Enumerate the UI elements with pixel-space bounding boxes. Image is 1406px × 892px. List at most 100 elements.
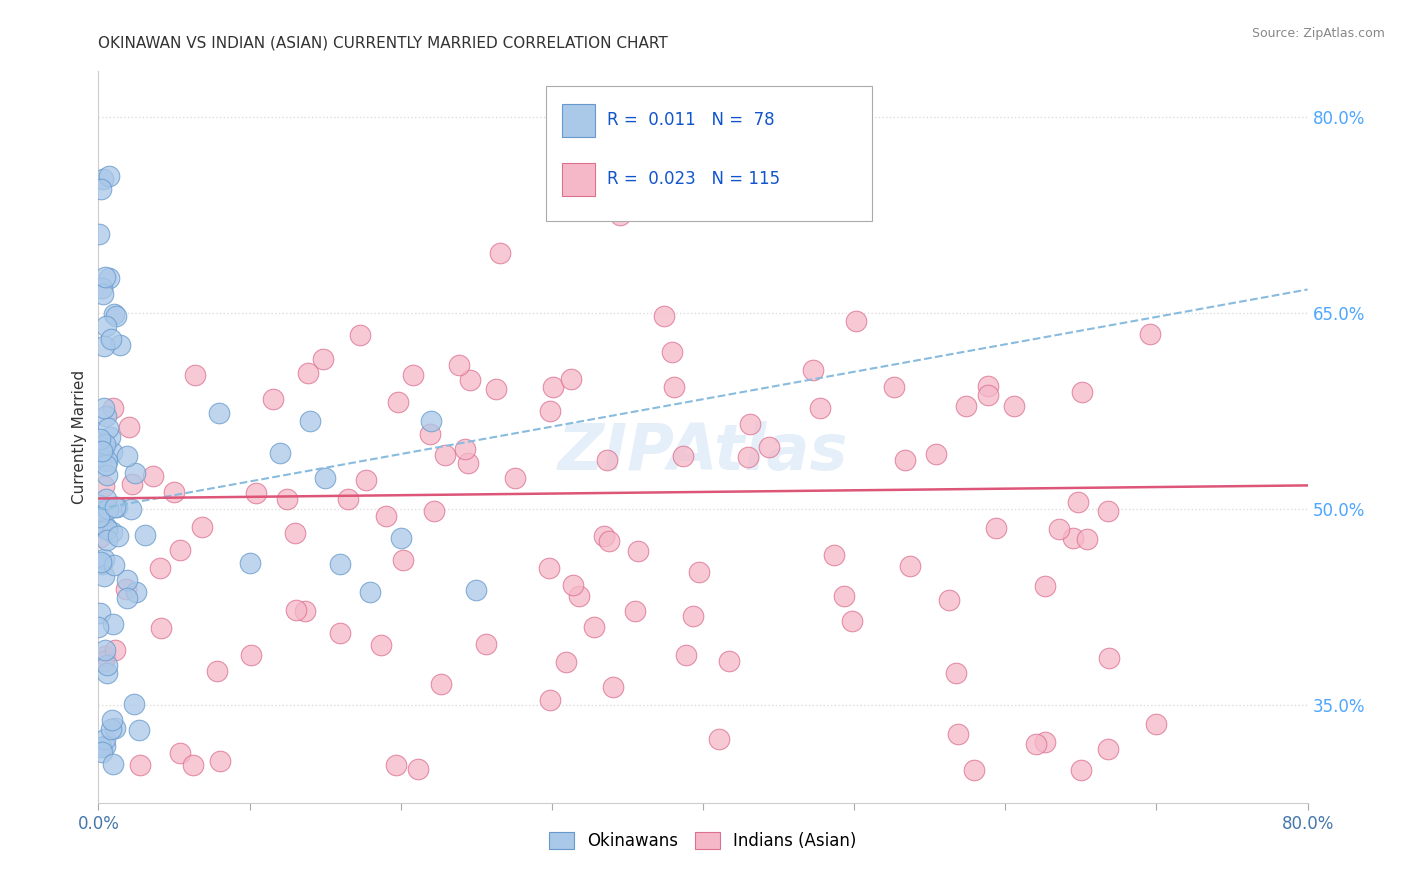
Point xyxy=(90,745,112,759)
Point xyxy=(1098,651,1121,665)
Point xyxy=(91,504,114,518)
Point xyxy=(191,519,214,533)
Point xyxy=(955,400,977,414)
Point xyxy=(96,665,118,680)
Point xyxy=(387,394,409,409)
Point xyxy=(823,548,845,562)
Point xyxy=(94,648,117,663)
Point xyxy=(262,392,284,406)
FancyBboxPatch shape xyxy=(561,104,595,137)
Point xyxy=(1076,532,1098,546)
Point xyxy=(117,574,139,588)
Point xyxy=(1097,504,1119,518)
Point xyxy=(538,561,561,575)
Point xyxy=(984,520,1007,534)
Point xyxy=(554,655,576,669)
Point xyxy=(105,309,128,323)
Point xyxy=(402,368,425,382)
Point xyxy=(96,522,118,536)
Point xyxy=(423,504,446,518)
Point xyxy=(181,757,204,772)
Point xyxy=(89,607,111,621)
Point xyxy=(977,379,1000,393)
Point xyxy=(150,621,173,635)
Point xyxy=(169,543,191,558)
Point xyxy=(94,739,117,753)
Point xyxy=(90,555,112,569)
Text: R =  0.023   N = 115: R = 0.023 N = 115 xyxy=(607,169,780,188)
Point xyxy=(609,208,631,222)
Point xyxy=(101,445,124,459)
Point xyxy=(90,521,112,535)
Point xyxy=(96,658,118,673)
Point xyxy=(94,437,117,451)
Point xyxy=(89,509,111,524)
Point xyxy=(314,471,336,485)
Point xyxy=(925,447,948,461)
Point xyxy=(90,739,112,754)
Point xyxy=(389,531,412,545)
Point xyxy=(98,169,121,184)
Point xyxy=(1062,531,1084,545)
Point xyxy=(105,500,128,514)
Point xyxy=(100,722,122,736)
Point xyxy=(94,642,117,657)
Point xyxy=(118,419,141,434)
Point xyxy=(652,310,675,324)
Y-axis label: Currently Married: Currently Married xyxy=(72,370,87,504)
Point xyxy=(93,568,115,582)
Point xyxy=(128,758,150,772)
Point xyxy=(101,401,124,415)
Point xyxy=(208,406,231,420)
Point xyxy=(841,615,863,629)
Point xyxy=(91,557,114,571)
Point xyxy=(294,604,316,618)
Point xyxy=(392,553,415,567)
Point xyxy=(623,604,645,618)
Point xyxy=(87,448,110,462)
Point xyxy=(91,281,114,295)
Point xyxy=(93,552,115,566)
Point xyxy=(276,491,298,506)
Point xyxy=(433,448,456,462)
Point xyxy=(96,519,118,533)
Point xyxy=(104,721,127,735)
Point xyxy=(419,426,441,441)
Point xyxy=(87,620,110,634)
Text: ZIPAtlas: ZIPAtlas xyxy=(558,421,848,483)
Point xyxy=(337,491,360,506)
Point xyxy=(963,763,986,777)
Point xyxy=(406,762,429,776)
Point xyxy=(114,582,136,597)
Point xyxy=(675,648,697,662)
Point xyxy=(97,501,120,516)
Point xyxy=(98,429,121,443)
Point xyxy=(1070,763,1092,777)
Legend: Okinawans, Indians (Asian): Okinawans, Indians (Asian) xyxy=(543,825,863,856)
Point xyxy=(120,502,142,516)
Point xyxy=(90,444,112,458)
Point xyxy=(1144,717,1167,731)
Point xyxy=(94,269,117,284)
Point xyxy=(115,591,138,605)
Point xyxy=(128,723,150,737)
Point xyxy=(808,401,831,415)
Point xyxy=(474,636,496,650)
Point xyxy=(284,526,307,541)
Point xyxy=(562,577,585,591)
Point xyxy=(488,245,510,260)
Point xyxy=(93,339,115,353)
Point xyxy=(93,654,115,668)
Point xyxy=(239,648,262,662)
Point xyxy=(97,421,120,435)
Point xyxy=(662,380,685,394)
Point xyxy=(893,452,915,467)
Point xyxy=(121,476,143,491)
Point xyxy=(360,585,382,599)
Point xyxy=(420,414,443,428)
Point xyxy=(104,643,127,657)
Point xyxy=(354,473,377,487)
Point xyxy=(740,417,762,431)
Point xyxy=(96,533,118,548)
Point xyxy=(1033,735,1056,749)
